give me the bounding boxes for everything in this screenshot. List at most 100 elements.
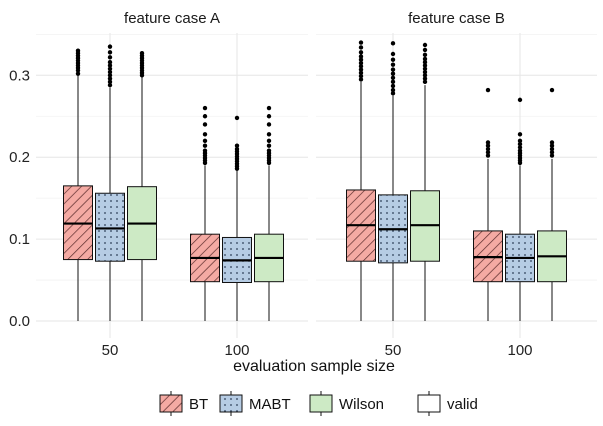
outlier-point [358,73,364,79]
legend-item-mabt: MABT [219,391,291,416]
legend-key [417,394,441,413]
outlier-point [107,50,113,55]
outlier-point [358,45,364,50]
outlier-point [390,62,396,67]
outlier-point [517,97,523,103]
outlier-point [390,87,396,93]
outlier-point [266,122,272,127]
x-tick-label: 50 [385,342,402,359]
outlier-point [422,76,428,81]
box-bt [63,48,93,321]
y-tick-label: 0.3 [9,67,30,84]
outlier-point [485,146,491,152]
legend-label: valid [447,396,478,413]
outlier-point [358,60,364,66]
x-axis-title: evaluation sample size [233,358,395,375]
outlier-point [422,73,428,78]
box-mabt [505,97,535,321]
outlier-point [422,56,428,62]
y-tick-label: 0.0 [9,313,30,330]
outlier-point [390,57,396,62]
outlier-point [202,138,208,144]
legend-key [309,394,333,413]
outlier-point [202,114,208,119]
outlier-point [485,153,491,158]
outlier-point [549,140,555,145]
outlier-point [234,115,240,121]
outlier-point [139,50,145,56]
outlier-point [390,71,396,76]
outlier-point [485,150,491,155]
legend-key [219,394,243,413]
box-iqr [95,192,125,262]
outlier-point [358,40,364,45]
outlier-point [202,148,208,153]
outlier-point [202,132,208,137]
outlier-point [549,143,555,148]
outlier-point [358,64,364,69]
outlier-point [390,41,396,46]
outlier-point [266,143,272,148]
box-mabt [222,115,252,321]
outlier-point [75,71,81,76]
outlier-point [75,48,81,53]
legend-item-valid: valid [417,391,478,416]
legend-key [159,394,183,413]
outlier-point [549,150,555,155]
outlier-point [266,138,272,144]
outlier-point [485,143,491,148]
x-tick-label: 50 [102,342,119,359]
box-wilson [127,50,157,321]
outlier-point [422,59,428,65]
outlier-point [517,138,523,144]
outlier-point [107,76,113,81]
outlier-point [390,91,396,96]
outlier-point [517,148,523,153]
legend-item-wilson: Wilson [309,391,384,416]
outlier-point [422,47,428,53]
grid-lines [36,33,597,338]
outlier-point [390,75,396,80]
outlier-point [266,132,272,137]
box-layer [63,40,567,321]
outlier-point [234,146,240,152]
outlier-point [107,79,113,85]
outlier-point [390,51,396,57]
outlier-point [358,77,364,82]
outlier-point [422,63,428,68]
outlier-point [107,59,113,65]
outlier-point [517,141,523,147]
legend-item-bt: BT [159,391,208,416]
outlier-point [549,146,555,152]
outlier-point [422,42,428,48]
outlier-point [517,145,523,150]
outlier-point [422,69,428,75]
outlier-point [107,66,113,71]
outlier-point [485,87,491,93]
box-wilson [537,87,567,321]
facet-strips: feature case A feature case B [124,10,505,27]
outlier-point [107,82,113,88]
outlier-point [202,105,208,111]
outlier-point [266,148,272,153]
y-tick-label: 0.2 [9,149,30,166]
outlier-point [358,57,364,62]
outlier-point [358,54,364,59]
box-bt [190,105,220,321]
box-bt [346,40,376,321]
outlier-point [234,143,240,148]
outlier-point [107,44,113,49]
y-tick-label: 0.1 [9,231,30,248]
box-wilson [254,105,284,321]
outlier-point [107,69,113,75]
box-mabt [378,41,408,321]
x-tick-label: 100 [507,342,532,359]
outlier-point [358,70,364,76]
outlier-point [390,67,396,72]
outlier-point [107,63,113,68]
outlier-point [422,66,428,71]
box-bt [473,87,503,321]
outlier-point [549,87,555,93]
outlier-point [202,143,208,148]
